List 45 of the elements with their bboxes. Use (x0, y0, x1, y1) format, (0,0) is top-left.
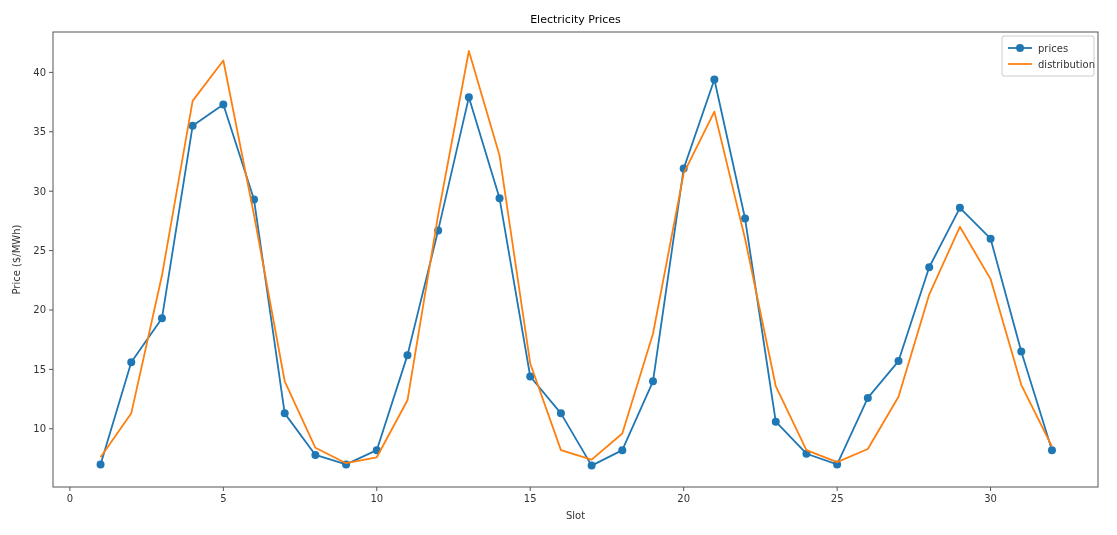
point (986, 234, 995, 243)
x-tick-label: 25 (830, 493, 844, 504)
point (955, 203, 964, 212)
y-tick-label: 25 (33, 245, 46, 257)
point (495, 194, 504, 203)
point (96, 460, 105, 469)
y-tick-label: 15 (33, 363, 46, 375)
x-tick-label: 5 (220, 493, 227, 504)
point (1017, 347, 1026, 356)
x-axis-title: Slot (565, 510, 586, 521)
point (894, 357, 903, 366)
y-tick-label: 30 (33, 185, 46, 197)
point (556, 409, 565, 418)
point (618, 446, 627, 455)
x-tick-label: 30 (984, 493, 997, 504)
y-tick-label: 20 (33, 304, 46, 316)
y-tick-label: 10 (33, 423, 46, 435)
point (863, 393, 872, 402)
point (219, 100, 228, 109)
y-tick-label: 40 (33, 66, 46, 78)
legend-label: distribution (1038, 59, 1095, 70)
point (1047, 446, 1056, 455)
y-axis-title: Price ($/MWh) (11, 224, 22, 295)
point (157, 314, 166, 323)
point (741, 214, 750, 223)
point (464, 93, 473, 102)
point (280, 409, 289, 418)
point (648, 377, 657, 386)
point (311, 450, 320, 459)
point (526, 372, 535, 381)
y-tick-label: 35 (33, 126, 46, 138)
point (710, 75, 719, 84)
x-tick-label: 20 (677, 493, 691, 504)
x-tick-label: 15 (523, 493, 537, 504)
point (771, 417, 780, 426)
x-tick-label: 10 (370, 493, 384, 504)
point (403, 351, 412, 360)
point (802, 449, 811, 458)
point (188, 121, 197, 130)
legend-label: prices (1038, 43, 1069, 54)
point (587, 461, 596, 470)
x-tick-label: 0 (66, 493, 74, 504)
chart-title: Electricity Prices (530, 13, 622, 26)
point (925, 263, 934, 272)
point (127, 358, 136, 367)
